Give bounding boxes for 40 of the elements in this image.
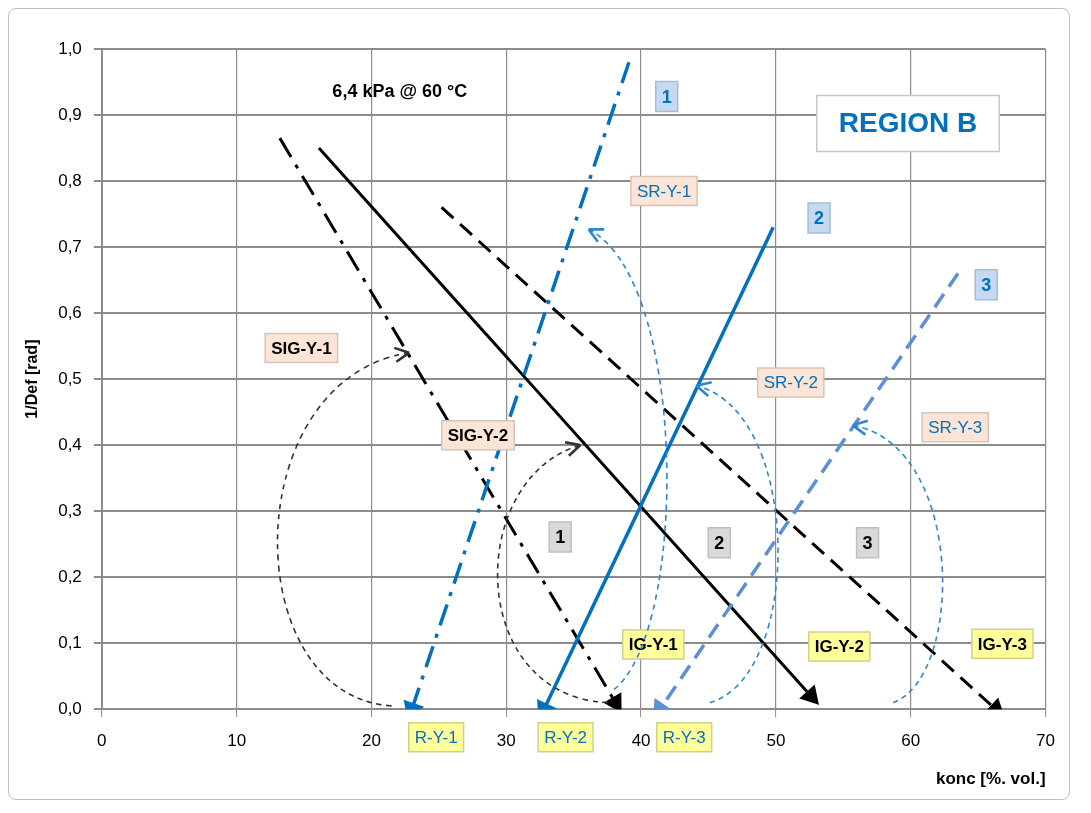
x-tick-label: 50 xyxy=(766,731,786,751)
y-tick-label: 0,9 xyxy=(58,104,82,124)
annotation: REGION B xyxy=(838,107,978,139)
annotation: 2 xyxy=(814,207,825,228)
annotation: SR-Y-3 xyxy=(928,417,983,437)
y-tick-label: 0,2 xyxy=(58,566,82,586)
annotation: IG-Y-1 xyxy=(628,635,678,655)
annotation: IG-Y-3 xyxy=(977,634,1027,654)
annotation: SIG-Y-2 xyxy=(447,425,509,445)
y-tick-label: 0,8 xyxy=(58,170,82,190)
x-tick-label: 10 xyxy=(227,731,247,751)
annotation: SR-Y-2 xyxy=(763,373,818,393)
y-tick-label: 0,0 xyxy=(58,698,82,718)
text: R-Y-3 xyxy=(662,727,706,747)
text: R-Y-1 xyxy=(414,727,458,747)
annotation: 3 xyxy=(862,532,873,553)
annotation: 6,4 kPa @ 60 °C xyxy=(332,81,468,102)
y-tick-label: 0,4 xyxy=(58,434,82,454)
y-tick-label: 0,3 xyxy=(58,500,82,520)
y-axis-title: 1/Def [rad] xyxy=(23,339,41,419)
x-tick-label: 0 xyxy=(97,731,107,751)
x-tick-label: 60 xyxy=(901,731,921,751)
y-tick-label: 0,1 xyxy=(58,632,82,652)
annotation: SIG-Y-1 xyxy=(271,338,332,358)
y-tick-label: 0,6 xyxy=(58,302,82,322)
x-tick-label: 30 xyxy=(496,731,516,751)
x-tick-label: 70 xyxy=(1036,731,1056,751)
annotation: IG-Y-2 xyxy=(814,637,864,657)
text: R-Y-2 xyxy=(544,727,588,747)
x-tick-label: 20 xyxy=(362,731,381,751)
annotation: 2 xyxy=(714,532,725,553)
x-axis-title: konc [%. vol.] xyxy=(935,769,1046,789)
y-tick-label: 1,0 xyxy=(58,38,82,58)
annotation: 3 xyxy=(981,274,992,295)
y-tick-label: 0,7 xyxy=(58,236,82,256)
x-tick-label: 40 xyxy=(631,731,651,751)
annotation: 1 xyxy=(555,526,566,547)
y-tick-label: 0,5 xyxy=(58,368,82,388)
annotation: SR-Y-1 xyxy=(636,181,692,201)
annotation: 1 xyxy=(661,86,672,107)
